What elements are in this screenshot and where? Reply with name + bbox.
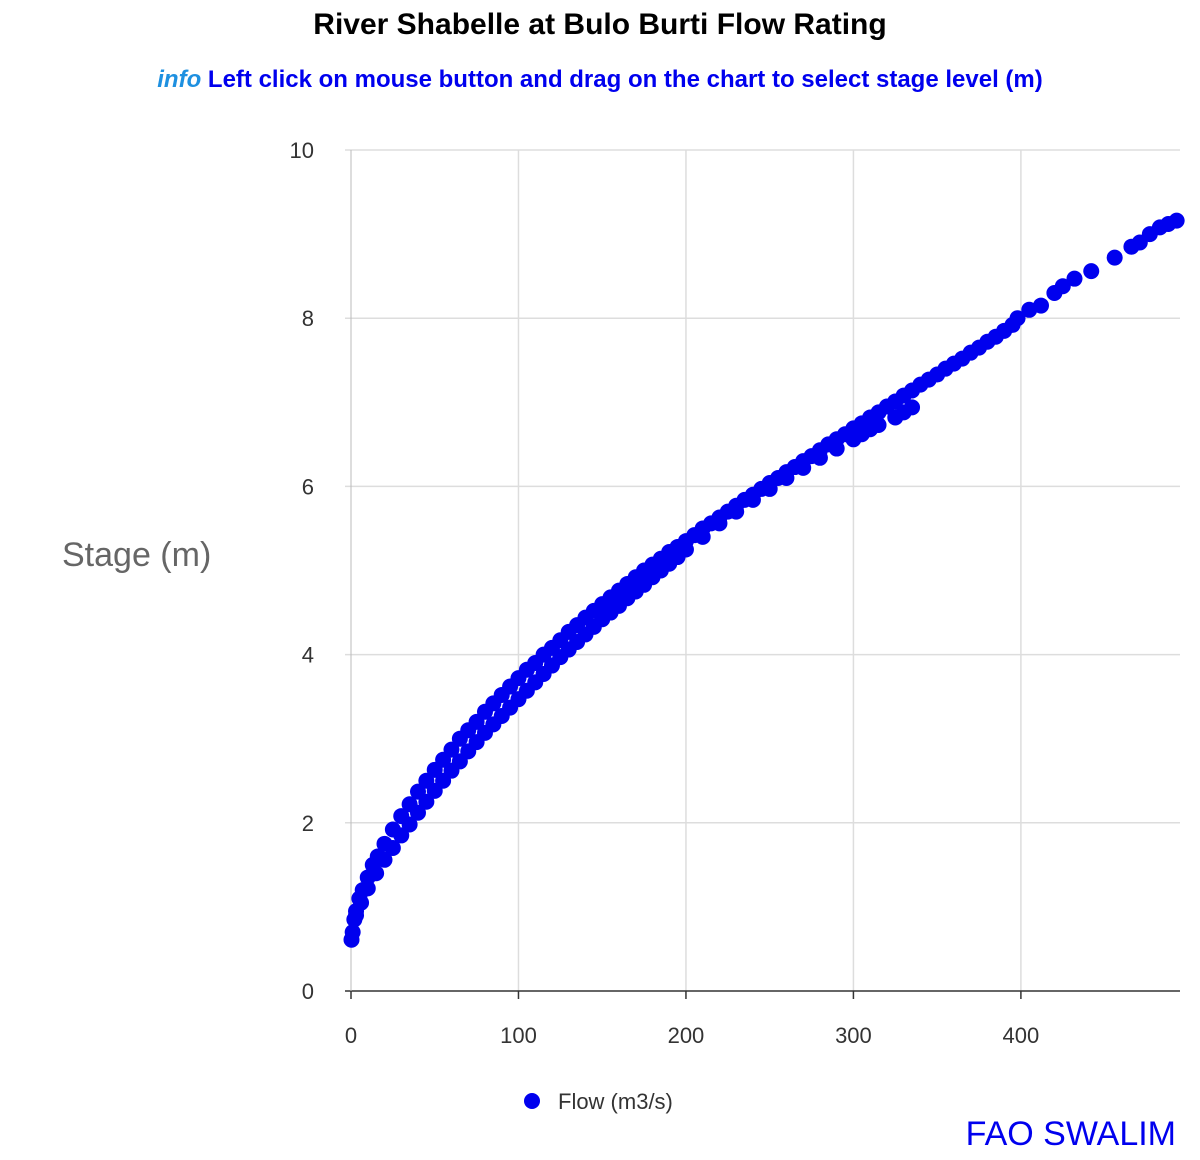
data-point[interactable]: [1083, 263, 1100, 280]
info-text: Left click on mouse button and drag on t…: [207, 66, 1043, 93]
grid-lines: [345, 149, 1180, 991]
data-point[interactable]: [1168, 212, 1185, 229]
y-tick-label: 0: [302, 979, 314, 1004]
y-tick-label: 2: [302, 811, 314, 836]
data-point[interactable]: [409, 804, 426, 821]
y-axis-label: Stage (m): [62, 536, 212, 574]
data-point[interactable]: [1106, 249, 1123, 266]
x-tick-label: 300: [835, 1023, 872, 1048]
data-point[interactable]: [1054, 278, 1071, 295]
data-point[interactable]: [870, 417, 887, 434]
data-point[interactable]: [778, 469, 795, 486]
info-tag: info: [157, 66, 202, 93]
x-tick-label: 0: [345, 1023, 357, 1048]
data-point[interactable]: [728, 503, 745, 520]
data-point[interactable]: [904, 399, 921, 416]
data-point[interactable]: [368, 865, 385, 882]
data-point[interactable]: [677, 541, 694, 558]
info-instruction: info Left click on mouse button and drag…: [0, 66, 1200, 94]
data-point[interactable]: [353, 894, 370, 911]
data-point[interactable]: [795, 459, 812, 476]
data-point[interactable]: [393, 827, 410, 844]
credit-label: FAO SWALIM: [965, 1115, 1176, 1153]
y-tick-label: 4: [302, 643, 314, 668]
data-point[interactable]: [761, 480, 778, 497]
y-tick-label: 10: [290, 138, 314, 163]
data-point[interactable]: [811, 449, 828, 466]
data-point[interactable]: [384, 840, 401, 857]
data-point[interactable]: [1066, 270, 1083, 287]
data-point[interactable]: [1009, 310, 1026, 327]
data-point[interactable]: [376, 851, 393, 868]
data-point[interactable]: [694, 528, 711, 545]
x-tick-label: 400: [1003, 1023, 1040, 1048]
legend[interactable]: Flow (m3/s): [524, 1089, 673, 1114]
data-point[interactable]: [359, 880, 376, 897]
data-point[interactable]: [443, 741, 460, 758]
legend-marker: [524, 1093, 540, 1109]
data-point[interactable]: [711, 515, 728, 532]
data-point[interactable]: [744, 491, 761, 508]
data-points[interactable]: [343, 212, 1185, 948]
axes: [345, 150, 1180, 999]
y-tick-label: 8: [302, 306, 314, 331]
data-point[interactable]: [828, 440, 845, 457]
chart-title: River Shabelle at Bulo Burti Flow Rating: [313, 8, 887, 41]
data-point[interactable]: [418, 793, 435, 810]
x-tick-label: 100: [500, 1023, 537, 1048]
y-tick-label: 6: [302, 474, 314, 499]
data-point[interactable]: [401, 816, 418, 833]
data-point[interactable]: [344, 924, 361, 941]
data-point[interactable]: [348, 907, 365, 924]
data-point[interactable]: [1032, 297, 1049, 314]
legend-label: Flow (m3/s): [558, 1089, 673, 1114]
x-tick-label: 200: [668, 1023, 705, 1048]
